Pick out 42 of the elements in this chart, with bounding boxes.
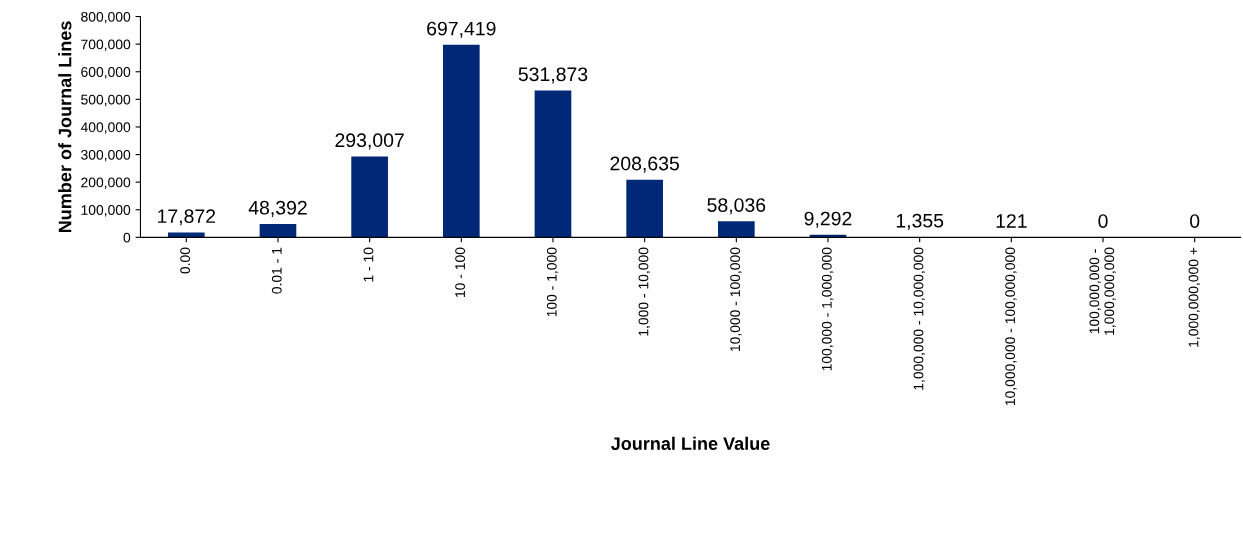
x-tick-label: 100,000,000 - 1,000,000,000 <box>1089 247 1116 335</box>
data-label: 293,007 <box>335 133 404 150</box>
x-axis-title: Journal Line Value <box>611 436 770 450</box>
bar <box>534 90 572 238</box>
y-tick-label: 700,000 <box>81 39 131 51</box>
data-label: 9,292 <box>804 211 852 228</box>
data-label: 1,355 <box>896 213 944 230</box>
y-tick-label: 300,000 <box>81 149 131 162</box>
data-label: 17,872 <box>158 209 216 226</box>
y-tick-label: 600,000 <box>81 67 131 79</box>
x-tick-label: 0.00 <box>180 247 191 274</box>
y-tick-label: 800,000 <box>81 11 131 24</box>
x-tick-label: 10 - 100 <box>455 247 466 297</box>
data-label: 531,873 <box>518 67 588 84</box>
y-tick-label: 500,000 <box>81 94 131 107</box>
x-tick-label: 100,000 - 1,000,000 <box>821 247 834 371</box>
data-label: 697,419 <box>427 21 496 38</box>
y-tick-label: 0 <box>123 232 131 243</box>
y-axis-title: Number of Journal Lines <box>58 21 72 233</box>
bar <box>167 232 205 238</box>
y-tick-label: 200,000 <box>81 177 131 189</box>
data-label: 208,635 <box>610 156 679 173</box>
y-tick-label: 400,000 <box>80 122 131 134</box>
bar <box>442 44 480 238</box>
x-tick-label: 1 - 10 <box>363 247 374 282</box>
data-label: 0 <box>1098 214 1108 228</box>
bar <box>717 221 755 238</box>
bar <box>626 179 663 238</box>
x-tick-label: 1,000,000 - 10,000,000 <box>913 247 926 390</box>
data-label: 0 <box>1190 214 1200 228</box>
data-label: 58,036 <box>707 198 766 215</box>
y-tick-label: 100,000 <box>81 205 131 217</box>
data-label: 121 <box>996 214 1027 228</box>
x-tick-label: 1,000 - 10,000 <box>638 247 651 336</box>
data-label: 48,392 <box>248 200 307 217</box>
x-tick-label: 100 - 1,000 <box>546 247 559 317</box>
x-tick-label: 0.01 - 1 <box>271 247 282 294</box>
bar <box>259 224 297 238</box>
x-tick-label: 10,000,000 - 100,000,000 <box>1005 247 1017 406</box>
bar <box>351 156 388 238</box>
x-tick-label: 10,000 - 100,000 <box>730 247 742 352</box>
x-tick-label: 1,000,000,000 + <box>1188 247 1201 347</box>
